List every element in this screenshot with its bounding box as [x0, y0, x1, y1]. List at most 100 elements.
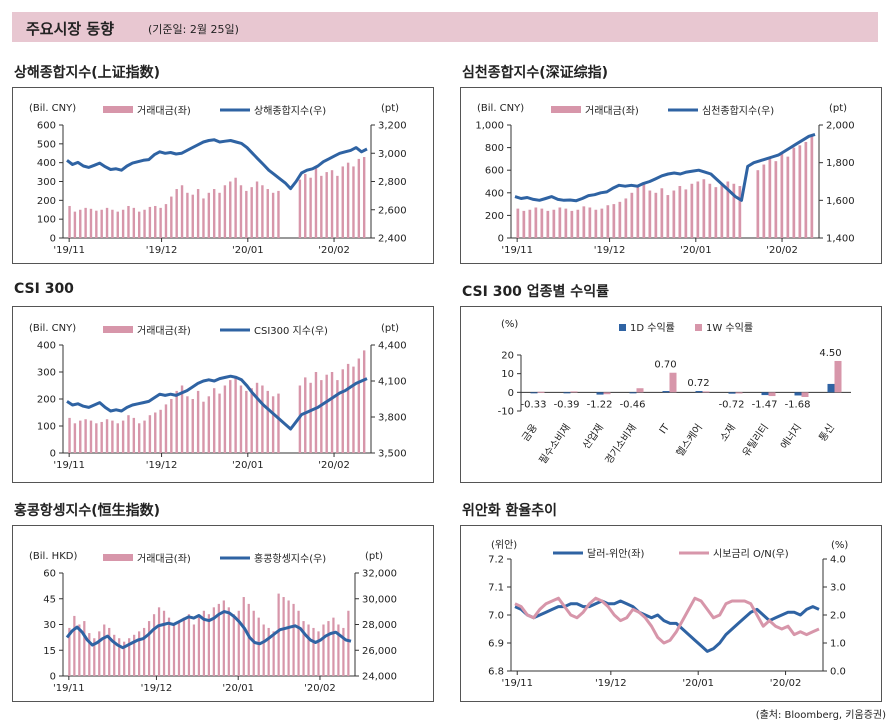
volume-bar	[137, 211, 141, 238]
volume-bar	[207, 396, 211, 453]
volume-bar	[327, 621, 330, 676]
volume-bar	[272, 631, 275, 676]
chart-title-shenzhen: 심천종합지수(深证综指)	[462, 65, 609, 81]
x-tick-2: '20/01	[232, 460, 264, 471]
volume-bar	[255, 181, 259, 238]
right-axis-tick-3: 3,000	[378, 149, 407, 160]
right-unit-label: (%)	[831, 540, 848, 551]
volume-bar	[362, 157, 366, 238]
category-label: 필수소비재	[537, 422, 573, 467]
volume-bar	[317, 631, 320, 676]
volume-bar	[352, 366, 355, 453]
chart-title-csi300: CSI 300	[14, 281, 74, 297]
left-axis-tick-2: 400	[485, 188, 504, 199]
volume-bar	[164, 404, 168, 453]
volume-bar	[362, 350, 366, 453]
volume-bar	[68, 627, 71, 676]
bar-1d	[563, 392, 571, 394]
right-axis-tick-4: 3,200	[378, 121, 407, 132]
volume-bar	[78, 624, 81, 676]
left-axis-tick-3: 45	[43, 594, 56, 605]
volume-bar	[277, 190, 280, 238]
left-unit-label: (위안)	[491, 538, 517, 551]
volume-bar	[792, 147, 796, 238]
volume-bar	[352, 166, 355, 238]
volume-bar	[212, 607, 215, 676]
volume-bar	[111, 209, 114, 238]
volume-bar	[261, 185, 264, 238]
volume-bar	[714, 187, 718, 238]
volume-bar	[552, 209, 556, 238]
volume-bar	[180, 385, 184, 453]
volume-bar	[337, 624, 340, 676]
volume-bar	[528, 209, 532, 238]
volume-bar	[191, 399, 194, 453]
x-tick-1: '19/12	[594, 245, 626, 256]
chart-shanghai: (Bil. CNY) (pt) 거래대금(좌) 상해종합지수(우) 0 100 200 300…	[29, 103, 407, 256]
right-unit-label: (pt)	[381, 103, 399, 114]
legend-label-1: 상해종합지수(우)	[254, 104, 326, 117]
volume-bar	[116, 211, 119, 238]
volume-bar	[325, 172, 328, 238]
volume-bar	[341, 369, 344, 453]
volume-bar	[250, 187, 253, 238]
volume-bar	[804, 141, 808, 238]
bar-1w	[834, 360, 842, 393]
chart-title-yuan: 위안화 환율추이	[462, 503, 558, 519]
volume-bar	[227, 607, 230, 676]
volume-bar	[312, 627, 315, 676]
chart-panel-shenzhen: (Bil. CNY) (pt) 거래대금(좌) 심천종합지수(우) 0 200 400 600…	[460, 87, 882, 264]
volume-bar	[594, 209, 598, 238]
volume-bar	[357, 158, 361, 238]
volume-bar	[148, 206, 152, 238]
volume-bar	[202, 401, 205, 453]
volume-bar	[237, 610, 240, 676]
data-label: -0.72	[719, 399, 745, 410]
bar-1w	[735, 392, 743, 394]
volume-bar	[98, 631, 101, 676]
right-axis-tick-2: 1,800	[826, 158, 855, 169]
volume-bar	[357, 358, 361, 453]
bar-1d	[629, 392, 637, 394]
right-axis-tick-4: 4.0	[830, 555, 846, 566]
right-axis-tick-1: 26,000	[362, 646, 397, 657]
y-tick-0: -10	[498, 407, 514, 418]
volume-bar	[257, 617, 260, 676]
volume-bar	[79, 420, 82, 453]
x-tick-0: '19/11	[53, 460, 85, 471]
volume-bar	[262, 624, 265, 676]
volume-bar	[314, 166, 318, 238]
volume-bar	[212, 388, 216, 453]
x-tick-0: '19/11	[501, 245, 533, 256]
data-label: 0.72	[687, 378, 709, 389]
left-axis-tick-4: 800	[485, 143, 504, 154]
left-axis-tick-2: 200	[37, 196, 56, 207]
volume-bar	[786, 156, 790, 238]
volume-bar	[261, 385, 264, 453]
x-tick-0: '19/11	[53, 245, 85, 256]
volume-bar	[207, 614, 210, 676]
left-axis-tick-1: 200	[485, 211, 504, 222]
volume-bar	[666, 195, 670, 238]
volume-bar	[207, 192, 211, 238]
volume-bar	[172, 624, 176, 676]
left-axis-tick-4: 7.2	[488, 555, 504, 566]
volume-bar	[325, 374, 328, 453]
left-axis-tick-2: 7.0	[488, 611, 504, 622]
bar-1d	[596, 392, 604, 395]
volume-bar	[142, 627, 146, 676]
volume-bar	[618, 201, 622, 238]
x-tick-1: '19/12	[146, 245, 178, 256]
right-axis-tick-0: 2,400	[378, 234, 407, 245]
volume-bar	[100, 421, 103, 453]
volume-bar	[218, 192, 221, 238]
volume-bar	[127, 415, 130, 453]
volume-bar	[164, 204, 168, 238]
bar-1w	[768, 392, 776, 397]
volume-bar	[266, 390, 269, 453]
volume-bar	[630, 192, 634, 238]
left-axis-tick-3: 300	[37, 368, 56, 379]
data-label: -0.46	[620, 399, 646, 410]
volume-bar	[121, 420, 125, 453]
right-unit-label: (pt)	[829, 103, 847, 114]
